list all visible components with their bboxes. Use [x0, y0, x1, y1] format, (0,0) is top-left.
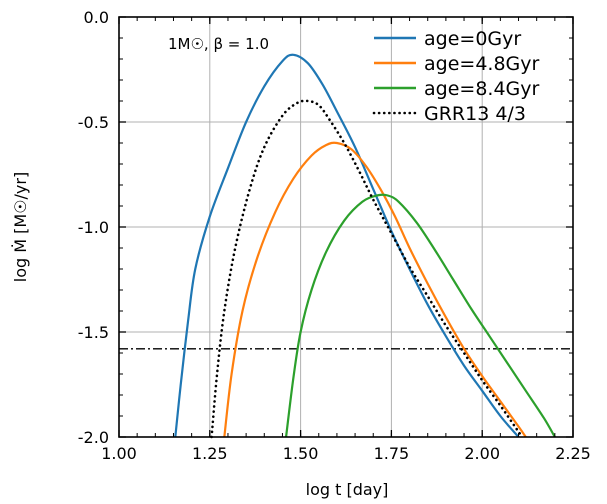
y-tick-label: -1.5	[78, 323, 109, 342]
x-axis-label: log t [day]	[306, 480, 389, 499]
chart-annotation: 1M☉, β = 1.0	[168, 35, 269, 53]
series-line-3	[210, 99, 524, 439]
y-tick-label: -1.0	[78, 218, 109, 237]
x-tick-label: 1.25	[192, 444, 228, 463]
legend-label-0: age=0Gyr	[424, 28, 521, 50]
axis-tick-labels: 1.00 1.25 1.50 1.75 2.00 2.25 0.0 -0.5 -1.0 -1.5 -…	[78, 8, 591, 463]
y-tick-label: -2.0	[78, 428, 109, 447]
x-tick-label: 1.75	[374, 444, 410, 463]
x-tick-label: 1.00	[101, 444, 137, 463]
legend-label-2: age=8.4Gyr	[424, 78, 539, 100]
x-tick-label: 2.25	[555, 444, 591, 463]
y-tick-label: 0.0	[84, 8, 109, 27]
series-line-0	[174, 53, 520, 438]
series-line-1	[223, 141, 527, 438]
legend: age=0Gyr age=4.8Gyr age=8.4Gyr GRR13 4/3	[372, 28, 539, 125]
y-tick-label: -0.5	[78, 113, 109, 132]
x-tick-label: 1.50	[283, 444, 319, 463]
y-axis-label: log Ṁ [M☉/yr]	[11, 172, 30, 282]
series-layer	[174, 53, 556, 439]
legend-label-1: age=4.8Gyr	[424, 53, 539, 75]
series-line-2	[284, 193, 556, 438]
x-tick-label: 2.00	[464, 444, 500, 463]
legend-label-3: GRR13 4/3	[424, 103, 526, 125]
axis-ticks	[118, 16, 574, 438]
